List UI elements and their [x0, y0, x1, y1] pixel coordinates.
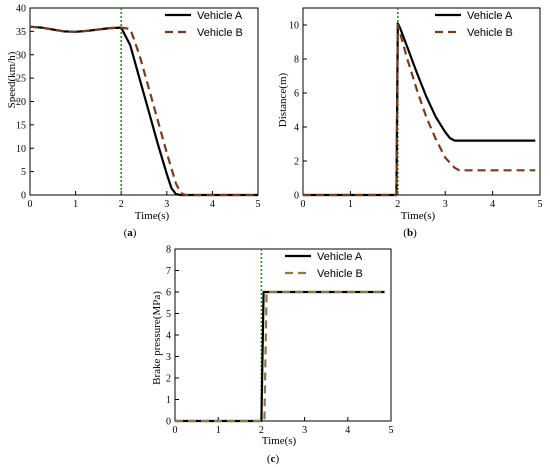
x-tick-label: 3 — [164, 199, 169, 210]
legend-label: Vehicle A — [467, 10, 513, 22]
plot-layer: 0 1 2 3 4 5 0 2 4 6 8 10 Vehicle A Vehicle B — [289, 7, 543, 210]
y-tick-label: 2 — [294, 157, 299, 168]
legend-label: Vehicle A — [197, 10, 243, 22]
y-tick-label: 6 — [166, 288, 171, 299]
y-tick-label: 3 — [166, 352, 171, 363]
x-tick-label: 5 — [389, 425, 394, 436]
y-tick-label: 40 — [16, 4, 26, 15]
x-tick-label: 2 — [395, 199, 400, 210]
legend: Vehicle A Vehicle B — [165, 10, 243, 39]
x-tick-label: 0 — [28, 199, 33, 210]
y-tick-label: 25 — [16, 74, 26, 85]
legend-label: Vehicle B — [317, 268, 363, 280]
y-tick-label: 4 — [294, 123, 299, 134]
y-axis-label: Brake pressure(MPa) — [151, 291, 163, 385]
x-tick-label: 2 — [259, 425, 264, 436]
y-tick-label: 4 — [166, 331, 171, 342]
caption-c: (c) — [267, 453, 280, 465]
caption-b: (b) — [403, 227, 417, 239]
legend: Vehicle A Vehicle B — [285, 251, 363, 280]
y-tick-label: 6 — [294, 89, 299, 100]
x-tick-label: 5 — [538, 199, 543, 210]
caption-letter: b — [407, 227, 413, 239]
x-tick-label: 5 — [256, 199, 261, 210]
series-line-vehicle-a — [29, 25, 258, 197]
y-tick-label: 0 — [21, 191, 26, 202]
y-tick-label: 1 — [166, 395, 171, 406]
legend-label: Vehicle B — [467, 27, 513, 39]
legend: Vehicle A Vehicle B — [435, 10, 513, 39]
x-tick-label: 1 — [73, 199, 78, 210]
series-line-vehicle-a — [303, 22, 536, 197]
x-tick-label: 1 — [348, 199, 353, 210]
x-tick-label: 4 — [490, 199, 495, 210]
x-tick-label: 2 — [119, 199, 124, 210]
x-axis-label: Time(s) — [262, 435, 297, 447]
legend-label: Vehicle A — [317, 251, 363, 263]
plot-layer: 0 1 2 3 4 5 0 1 2 3 4 5 6 7 8 Vehicle A Vehicle B — [166, 245, 394, 437]
y-tick-label: 5 — [21, 167, 26, 178]
chart-panel-c: 0 1 2 3 4 5 0 1 2 3 4 5 6 7 8 Vehicle A Vehicle B Time(s… — [151, 245, 394, 466]
y-tick-label: 0 — [166, 417, 171, 428]
y-tick-label: 20 — [16, 97, 26, 108]
x-tick-label: 1 — [216, 425, 221, 436]
plot-frame — [302, 7, 541, 196]
chart-panel-a: 0 1 2 3 4 5 0 5 10 15 20 25 30 35 40 Vehicle A Vehicle B… — [6, 4, 261, 240]
y-tick-label: 10 — [289, 21, 299, 32]
series-line-vehicle-a — [175, 290, 385, 423]
series-line-vehicle-b — [29, 25, 258, 197]
y-tick-label: 8 — [294, 55, 299, 66]
x-tick-label: 0 — [173, 425, 178, 436]
series-line-vehicle-b — [175, 290, 385, 423]
x-tick-label: 0 — [301, 199, 306, 210]
y-axis-label: Speed(km/h) — [6, 51, 18, 108]
x-tick-label: 4 — [345, 425, 350, 436]
x-tick-label: 4 — [210, 199, 215, 210]
x-axis-label: Time(s) — [401, 210, 436, 222]
series-line-vehicle-b — [303, 23, 536, 197]
caption-a: (a) — [124, 227, 137, 239]
plot-layer: 0 1 2 3 4 5 0 5 10 15 20 25 30 35 40 Vehicle A Vehicle B — [16, 4, 261, 211]
y-tick-label: 30 — [16, 50, 26, 61]
y-tick-label: 15 — [16, 120, 26, 131]
caption-letter: a — [127, 227, 133, 239]
y-tick-label: 35 — [16, 27, 26, 38]
y-tick-label: 2 — [166, 374, 171, 385]
x-axis-label: Time(s) — [135, 210, 170, 222]
caption-letter: c — [271, 453, 276, 465]
y-axis-label: Distance(m) — [277, 72, 289, 127]
y-tick-label: 10 — [16, 144, 26, 155]
y-tick-label: 8 — [166, 245, 171, 256]
y-tick-label: 0 — [294, 191, 299, 202]
y-tick-label: 5 — [166, 309, 171, 320]
y-tick-label: 7 — [166, 266, 171, 277]
x-tick-label: 3 — [302, 425, 307, 436]
x-tick-label: 3 — [443, 199, 448, 210]
legend-label: Vehicle B — [197, 27, 243, 39]
